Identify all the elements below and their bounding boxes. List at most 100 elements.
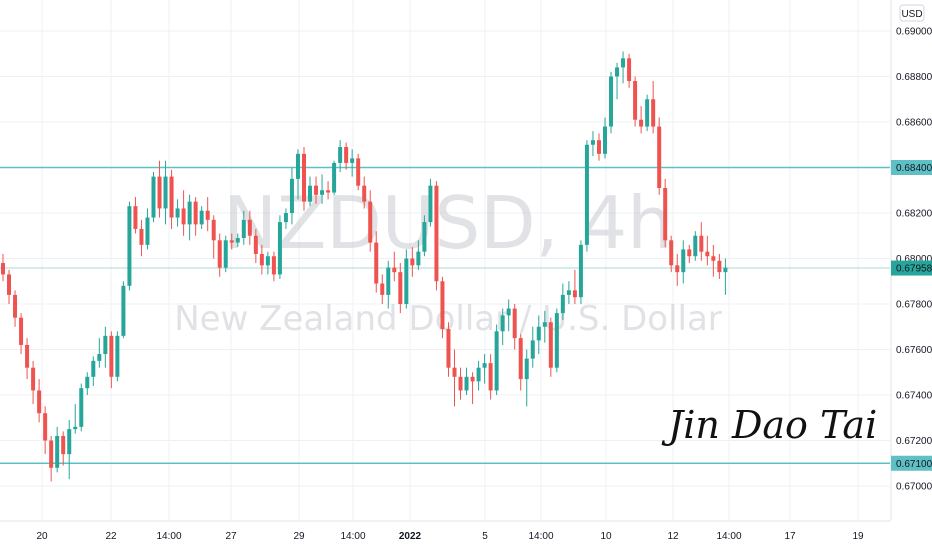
candle[interactable] xyxy=(560,283,565,320)
candle[interactable] xyxy=(265,251,270,275)
candle[interactable] xyxy=(584,140,589,252)
candle[interactable] xyxy=(187,194,192,241)
candle[interactable] xyxy=(548,317,553,377)
candle[interactable] xyxy=(524,349,529,407)
candle[interactable] xyxy=(175,199,180,227)
candle[interactable] xyxy=(494,324,499,395)
candle[interactable] xyxy=(572,269,577,304)
candle[interactable] xyxy=(440,276,445,339)
candle[interactable] xyxy=(464,367,469,395)
candle[interactable] xyxy=(55,426,60,473)
candle[interactable] xyxy=(506,299,511,332)
candle[interactable] xyxy=(67,420,72,480)
candle[interactable] xyxy=(169,169,174,229)
candle[interactable] xyxy=(392,251,397,282)
candle[interactable] xyxy=(452,349,457,407)
candle[interactable] xyxy=(458,367,463,400)
candle[interactable] xyxy=(657,117,662,195)
candle[interactable] xyxy=(554,308,559,373)
candle[interactable] xyxy=(229,233,234,250)
candle[interactable] xyxy=(271,251,276,282)
candle[interactable] xyxy=(49,435,54,482)
candle[interactable] xyxy=(590,131,595,157)
candle[interactable] xyxy=(542,310,547,343)
candle[interactable] xyxy=(37,379,42,423)
candle[interactable] xyxy=(356,153,361,191)
candle[interactable] xyxy=(512,304,517,350)
candle[interactable] xyxy=(446,322,451,377)
candle[interactable] xyxy=(645,94,650,132)
candle[interactable] xyxy=(1,253,5,282)
candle[interactable] xyxy=(350,149,355,177)
candle[interactable] xyxy=(596,133,601,161)
candle[interactable] xyxy=(61,431,66,466)
candle[interactable] xyxy=(109,331,114,389)
candle[interactable] xyxy=(386,260,391,309)
candle[interactable] xyxy=(669,235,674,273)
candle[interactable] xyxy=(235,233,240,248)
candle[interactable] xyxy=(43,406,48,455)
candle[interactable] xyxy=(699,222,704,261)
candle[interactable] xyxy=(380,274,385,304)
candle[interactable] xyxy=(79,383,84,432)
candle[interactable] xyxy=(476,360,481,391)
candle[interactable] xyxy=(693,231,698,261)
candle[interactable] xyxy=(681,240,686,284)
candle[interactable] xyxy=(157,160,162,218)
candle[interactable] xyxy=(302,147,306,211)
candle[interactable] xyxy=(398,263,403,314)
horizontal-levels[interactable] xyxy=(0,166,890,464)
candle[interactable] xyxy=(675,253,680,286)
candle[interactable] xyxy=(332,160,337,195)
price-axis[interactable]: USD 0.690000.688000.686000.684000.682000… xyxy=(890,0,932,520)
candle[interactable] xyxy=(518,333,523,391)
candle[interactable] xyxy=(434,181,439,291)
candle[interactable] xyxy=(283,208,288,229)
candle[interactable] xyxy=(627,53,632,88)
candle[interactable] xyxy=(127,201,132,291)
candle[interactable] xyxy=(289,167,294,225)
candle[interactable] xyxy=(181,190,186,236)
candle[interactable] xyxy=(368,190,373,252)
candle[interactable] xyxy=(603,117,607,159)
candle[interactable] xyxy=(25,338,30,380)
candle[interactable] xyxy=(217,233,222,277)
candle[interactable] xyxy=(115,331,120,382)
candle[interactable] xyxy=(31,360,36,405)
candle[interactable] xyxy=(139,219,144,257)
candle[interactable] xyxy=(578,240,583,304)
candle[interactable] xyxy=(295,149,300,200)
candle[interactable] xyxy=(7,269,12,304)
candle[interactable] xyxy=(488,354,493,400)
candle[interactable] xyxy=(73,404,78,434)
candle[interactable] xyxy=(404,249,409,309)
candle[interactable] xyxy=(705,235,710,266)
candle[interactable] xyxy=(344,142,349,170)
candle[interactable] xyxy=(151,172,156,223)
candle[interactable] xyxy=(633,76,638,127)
candle[interactable] xyxy=(211,215,216,259)
candle[interactable] xyxy=(428,178,433,227)
candle[interactable] xyxy=(663,178,668,248)
candle[interactable] xyxy=(326,181,331,200)
candle[interactable] xyxy=(145,208,150,250)
candle[interactable] xyxy=(320,174,325,204)
candle[interactable] xyxy=(500,308,505,345)
candle[interactable] xyxy=(621,51,626,84)
candle[interactable] xyxy=(536,315,541,355)
candle[interactable] xyxy=(530,326,535,368)
time-axis[interactable]: 20 22 14:00 27 29 14:00 2022 5 14:00 10 12 14:00 17 1… xyxy=(0,520,891,542)
candle[interactable] xyxy=(416,240,421,270)
candle[interactable] xyxy=(410,247,415,277)
candle[interactable] xyxy=(163,160,168,225)
candle[interactable] xyxy=(103,326,108,368)
candle[interactable] xyxy=(308,176,313,207)
candle[interactable] xyxy=(482,354,487,384)
candle[interactable] xyxy=(717,253,722,279)
candle[interactable] xyxy=(711,244,716,277)
candle[interactable] xyxy=(241,210,246,245)
candle[interactable] xyxy=(19,313,24,355)
candle[interactable] xyxy=(639,106,644,134)
candle[interactable] xyxy=(85,372,90,395)
